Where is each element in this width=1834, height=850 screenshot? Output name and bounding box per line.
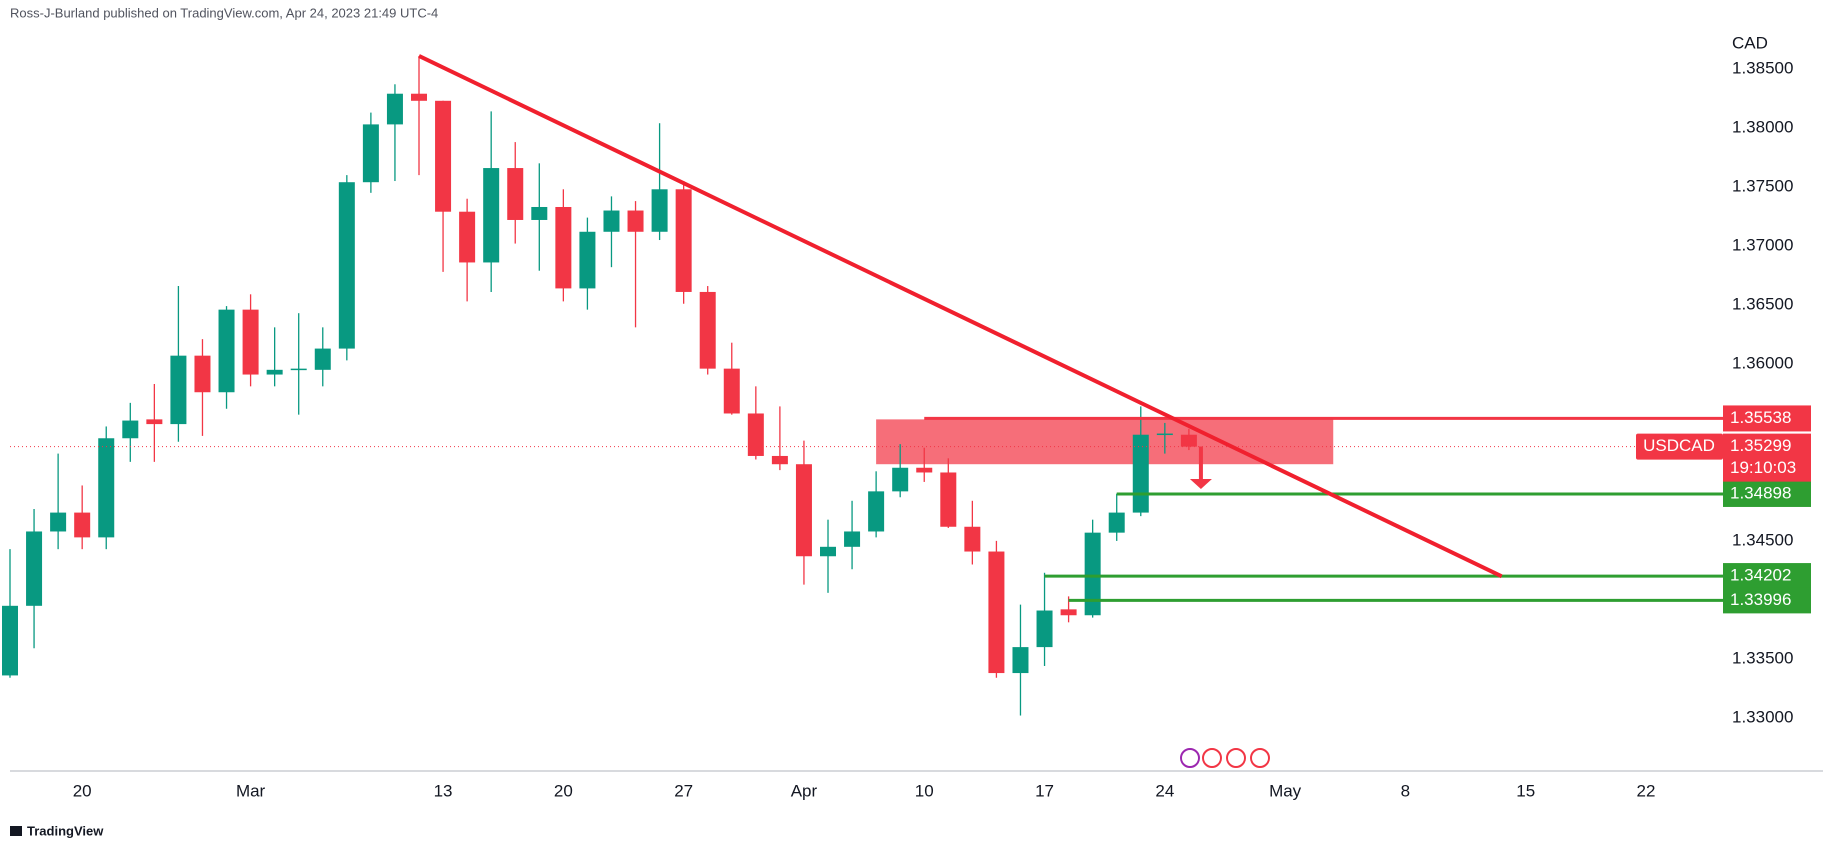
level-label: 1.35538 <box>1730 408 1791 427</box>
trendline <box>418 54 1503 579</box>
footer: TradingView <box>27 823 104 838</box>
candle-body <box>2 605 18 676</box>
candle-body <box>844 531 861 547</box>
x-tick-label: 10 <box>915 781 934 800</box>
x-tick-label: Apr <box>791 781 818 800</box>
candle-body <box>386 93 403 125</box>
candle-body <box>555 206 572 289</box>
candle-body <box>1180 434 1197 447</box>
candle-body <box>868 491 885 532</box>
y-tick-label: 1.37000 <box>1732 235 1793 254</box>
x-tick-label: 20 <box>554 781 573 800</box>
candle-body <box>795 464 812 557</box>
candle-body <box>892 467 909 492</box>
candle-body <box>122 420 139 439</box>
x-tick-label: 13 <box>434 781 453 800</box>
y-tick-label: 1.33500 <box>1732 648 1793 667</box>
candle-body <box>266 369 283 375</box>
arrow-head <box>1189 478 1212 489</box>
candle-body <box>579 231 596 289</box>
candle-body <box>459 211 476 263</box>
candle-body <box>940 472 957 527</box>
candle-body <box>507 168 524 220</box>
level-label-box <box>1723 480 1811 507</box>
candle-body <box>194 355 211 393</box>
candle-body <box>964 526 981 552</box>
candle-body <box>483 168 500 263</box>
candle-body <box>26 531 43 606</box>
candle-body <box>1060 609 1077 616</box>
y-tick-label: 1.36500 <box>1732 294 1793 313</box>
candle-body <box>771 455 788 465</box>
candle-body <box>170 355 187 425</box>
candle-body <box>723 368 740 414</box>
symbol-label: USDCAD <box>1643 436 1715 455</box>
level-label-box <box>1723 587 1811 614</box>
candle-body <box>435 100 452 212</box>
symbol-label-box <box>1636 433 1723 460</box>
candle-body <box>290 368 307 371</box>
x-tick-label: 27 <box>674 781 693 800</box>
countdown-label: 19:10:03 <box>1730 458 1796 477</box>
candle-body <box>1036 610 1053 648</box>
candle-body <box>242 309 259 375</box>
candle-body <box>314 348 331 370</box>
candle-body <box>1156 433 1173 436</box>
candle-body <box>50 512 67 532</box>
candle-body <box>988 551 1005 674</box>
header: Ross-J-Burland published on TradingView.… <box>10 5 438 20</box>
y-tick-label: 1.34500 <box>1732 530 1793 549</box>
candle-body <box>699 291 716 369</box>
last-price-box <box>1723 433 1811 482</box>
level-label: 1.34898 <box>1730 483 1791 502</box>
level-label-box <box>1723 563 1811 590</box>
candle-body <box>1084 532 1101 616</box>
candle-body <box>747 413 764 456</box>
level-label: 1.33996 <box>1730 590 1791 609</box>
candle-body <box>362 124 379 183</box>
candle-body <box>98 438 115 538</box>
candle-body <box>338 182 355 349</box>
x-tick-label: 22 <box>1637 781 1656 800</box>
candle-body <box>916 467 933 473</box>
candle-body <box>146 419 163 425</box>
y-tick-label: 1.36000 <box>1732 353 1793 372</box>
candle-body <box>531 206 548 220</box>
x-tick-label: 17 <box>1035 781 1054 800</box>
event-icons <box>1180 748 1270 768</box>
candle-body <box>411 93 428 101</box>
last-price-label: 1.35299 <box>1730 436 1791 455</box>
candle-body <box>820 546 837 557</box>
x-tick-label: 20 <box>73 781 92 800</box>
candle-body <box>651 189 668 232</box>
level-label-box <box>1723 405 1811 432</box>
y-tick-label: 1.38500 <box>1732 58 1793 77</box>
x-tick-label: Mar <box>236 781 266 800</box>
candle-body <box>603 210 620 232</box>
x-tick-label: 8 <box>1401 781 1410 800</box>
candle-body <box>627 210 644 232</box>
candle-body <box>218 309 235 393</box>
candle-body <box>74 512 91 538</box>
x-tick-label: 24 <box>1155 781 1174 800</box>
candle-body <box>675 189 692 292</box>
candle-body <box>1108 512 1125 533</box>
y-tick-label: 1.38000 <box>1732 117 1793 136</box>
candle-body <box>1012 647 1029 674</box>
currency-label: CAD <box>1732 33 1768 52</box>
footer-logo: TradingView <box>10 823 104 838</box>
resistance-zone <box>876 419 1334 465</box>
y-tick-label: 1.37500 <box>1732 176 1793 195</box>
x-tick-label: 15 <box>1516 781 1535 800</box>
x-tick-label: May <box>1269 781 1302 800</box>
level-label: 1.34202 <box>1730 566 1791 585</box>
y-tick-label: 1.33000 <box>1732 707 1793 726</box>
